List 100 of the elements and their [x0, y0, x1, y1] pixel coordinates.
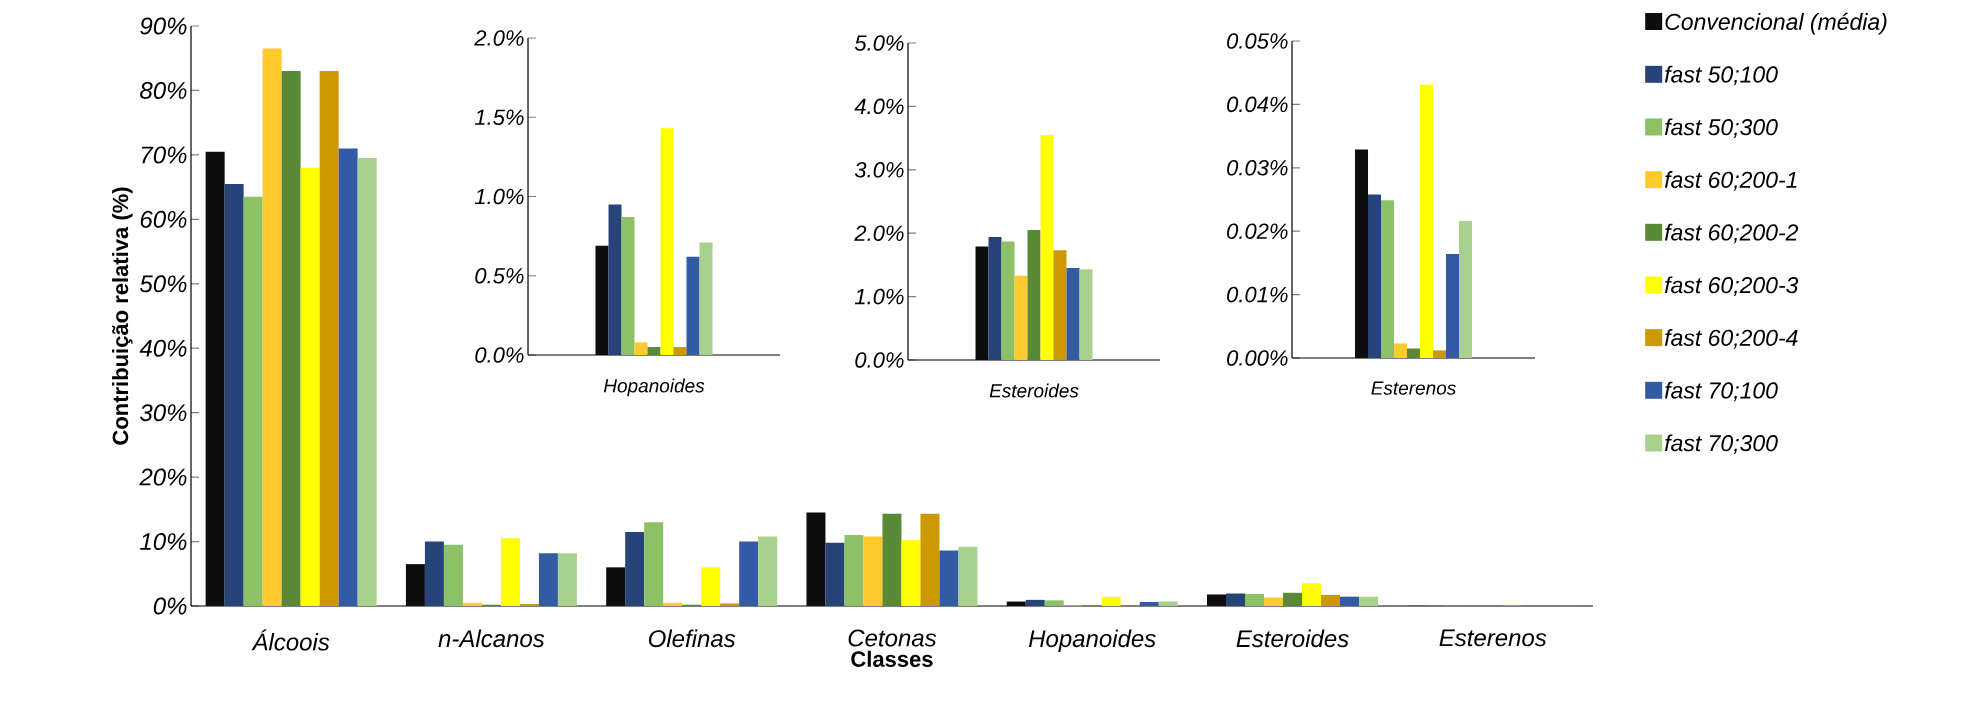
- bar: [1001, 241, 1015, 360]
- bar: [1226, 593, 1246, 606]
- bar: [1381, 200, 1395, 358]
- y-tick-label: 70%: [141, 146, 187, 164]
- x-tick-label: Esteroides: [989, 383, 1079, 398]
- bar: [205, 151, 225, 606]
- bar: [882, 513, 902, 606]
- bar: [1158, 601, 1178, 606]
- bar: [647, 347, 661, 355]
- bar: [281, 71, 301, 606]
- x-axis-title: Classes: [851, 650, 933, 667]
- y-tick-label: 0.05%: [1227, 33, 1288, 49]
- bar: [844, 535, 864, 606]
- bar: [1283, 592, 1303, 606]
- bar: [1264, 597, 1284, 606]
- bar: [338, 148, 358, 606]
- legend-label: fast 60;200-2: [1664, 223, 1799, 244]
- bar: [958, 546, 978, 606]
- bar: [405, 564, 425, 606]
- bar: [300, 167, 320, 606]
- bar: [1079, 269, 1093, 360]
- bar: [1053, 250, 1067, 360]
- bar: [701, 567, 721, 606]
- y-tick-label: 1.5%: [474, 109, 524, 125]
- bar: [1394, 343, 1408, 358]
- x-tick-label: Hopanoides: [1028, 629, 1156, 652]
- bar: [1207, 594, 1227, 606]
- bar: [1066, 268, 1080, 360]
- x-tick-label: n-Alcanos: [438, 629, 545, 648]
- y-tick-label: 0.0%: [855, 352, 904, 368]
- bar: [739, 541, 759, 606]
- y-tick-label: 1.0%: [474, 188, 524, 205]
- bar: [1446, 254, 1460, 358]
- legend-label: fast 70;300: [1664, 434, 1778, 455]
- bar: [699, 242, 713, 355]
- y-tick-label: 0.04%: [1227, 96, 1288, 113]
- bar: [1433, 350, 1447, 358]
- bar: [1006, 601, 1026, 606]
- legend-label: fast 50;300: [1664, 118, 1778, 139]
- bar: [538, 553, 558, 606]
- bar: [443, 544, 463, 606]
- y-tick-label: 0.00%: [1227, 350, 1288, 366]
- y-tick-label: 0%: [153, 597, 187, 615]
- bar: [608, 204, 622, 355]
- y-tick-label: 1.0%: [854, 288, 904, 305]
- bar: [901, 540, 921, 606]
- bar: [1420, 84, 1434, 358]
- x-tick-label: Esterenos: [1371, 381, 1456, 395]
- bar: [825, 542, 845, 606]
- legend-label: fast 60;200-4: [1664, 329, 1798, 349]
- bar: [1407, 348, 1421, 358]
- bar: [357, 158, 377, 606]
- bar: [1459, 221, 1473, 358]
- bar: [863, 536, 883, 606]
- y-tick-label: 60%: [140, 210, 187, 228]
- legend-label: fast 50;100: [1664, 65, 1778, 86]
- x-tick-label: Esteroides: [1236, 629, 1349, 648]
- bar: [224, 183, 244, 606]
- bar: [606, 567, 626, 606]
- bar: [920, 513, 940, 606]
- bar: [625, 531, 645, 606]
- bar: [1139, 602, 1159, 606]
- bar: [988, 237, 1002, 360]
- y-tick-label: 80%: [140, 81, 187, 99]
- bar: [1027, 230, 1041, 360]
- y-tick-label: 10%: [140, 533, 187, 551]
- y-tick-label: 2.0%: [854, 225, 904, 241]
- bar: [1014, 275, 1028, 360]
- bar: [595, 245, 609, 355]
- legend-label: Convencional (média): [1665, 12, 1887, 35]
- y-tick-label: 0.01%: [1227, 286, 1288, 303]
- bar: [243, 196, 263, 606]
- bar: [1359, 596, 1379, 606]
- bar: [557, 553, 577, 606]
- y-tick-label: 0.0%: [475, 347, 524, 363]
- legend-label: fast 60;200-1: [1664, 171, 1797, 191]
- y-tick-label: 90%: [140, 17, 187, 35]
- bar: [1302, 583, 1322, 606]
- x-tick-label: Olefinas: [648, 629, 736, 648]
- y-tick-label: 40%: [139, 339, 187, 357]
- bar: [621, 217, 635, 355]
- bar: [1040, 134, 1054, 360]
- bar: [939, 550, 959, 606]
- x-tick-label: Álcoois: [251, 629, 330, 651]
- y-tick-label: 5.0%: [854, 35, 904, 51]
- bar: [663, 602, 683, 606]
- bar: [462, 602, 482, 606]
- bar: [644, 522, 664, 606]
- y-axis-title: Contribuição relativa (%): [112, 187, 133, 445]
- y-tick-label: 0.03%: [1227, 160, 1288, 176]
- legend-label: fast 70;100: [1664, 381, 1778, 402]
- bar: [1245, 593, 1265, 606]
- y-tick-label: 0.5%: [475, 267, 524, 284]
- y-tick-label: 50%: [139, 275, 187, 293]
- bar: [424, 541, 444, 606]
- y-tick-label: 2.0%: [474, 30, 524, 46]
- bar: [1355, 149, 1369, 358]
- bar: [758, 536, 778, 606]
- bar: [1101, 596, 1121, 606]
- bar: [1321, 594, 1341, 606]
